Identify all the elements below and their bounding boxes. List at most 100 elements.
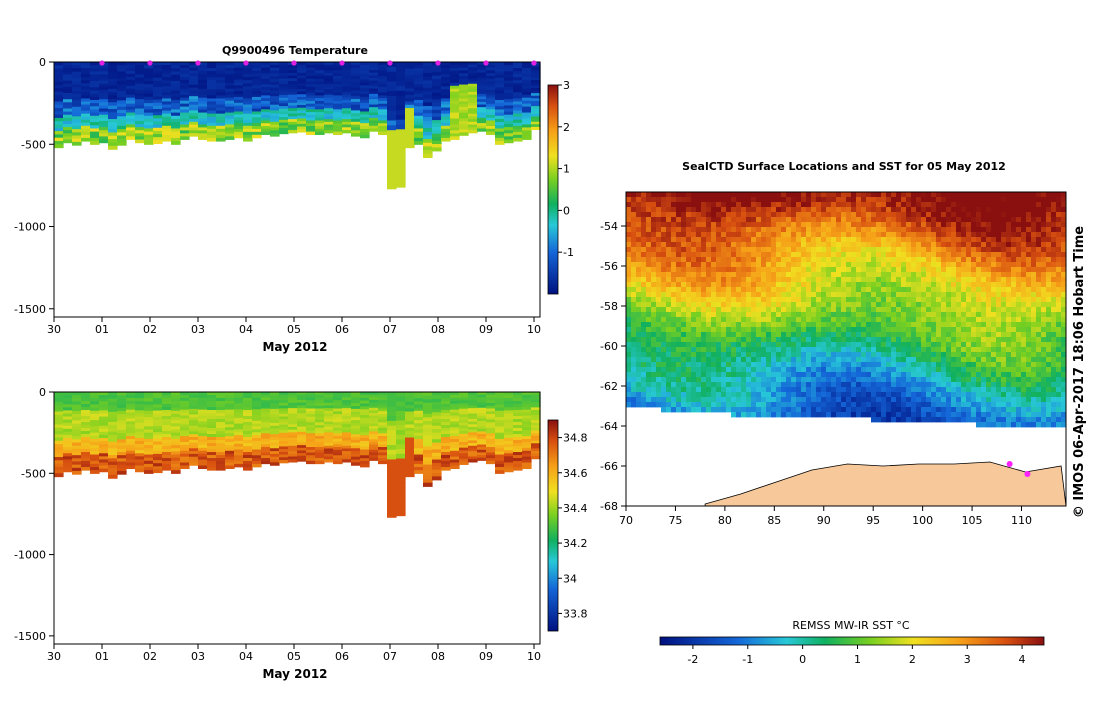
section-cell bbox=[387, 96, 397, 101]
section-cell bbox=[81, 467, 91, 471]
section-cell bbox=[432, 144, 442, 148]
section-cell bbox=[423, 150, 433, 154]
section-cell bbox=[243, 138, 253, 142]
colorbar-tick-label: 34.6 bbox=[563, 467, 588, 480]
section-cell bbox=[342, 130, 352, 133]
x-tick-label: 09 bbox=[479, 650, 493, 663]
section-cell bbox=[189, 133, 199, 136]
profile-marker bbox=[531, 60, 536, 65]
sst-colorbar-tick-label: 0 bbox=[799, 653, 806, 666]
section-cell bbox=[423, 77, 433, 81]
section-cell bbox=[486, 132, 496, 135]
salinity-x-label: May 2012 bbox=[262, 667, 327, 681]
section-cell bbox=[495, 470, 505, 474]
profile-marker bbox=[339, 60, 344, 65]
profile-marker bbox=[147, 60, 152, 65]
section-cell bbox=[396, 105, 406, 110]
section-cell bbox=[270, 462, 280, 465]
section-cell bbox=[387, 464, 397, 469]
section-cell bbox=[387, 474, 397, 479]
section-cell bbox=[270, 133, 280, 136]
section-cell bbox=[396, 120, 406, 125]
section-cell bbox=[423, 428, 433, 432]
section-cell bbox=[468, 459, 478, 462]
lat-tick-label: -60 bbox=[600, 340, 618, 353]
section-cell bbox=[396, 487, 406, 492]
section-cell bbox=[126, 465, 136, 469]
x-tick-label: 05 bbox=[287, 323, 301, 336]
section-cell bbox=[387, 174, 397, 179]
section-cell bbox=[423, 410, 433, 414]
section-cell bbox=[396, 96, 406, 101]
x-tick-label: 06 bbox=[335, 323, 349, 336]
section-cell bbox=[351, 462, 361, 465]
section-cell bbox=[468, 130, 478, 133]
section-cell bbox=[387, 179, 397, 184]
section-cell bbox=[387, 140, 397, 145]
section-cell bbox=[423, 102, 433, 106]
section-cell bbox=[396, 459, 406, 464]
section-cell bbox=[423, 91, 433, 95]
sst-colorbar-label: REMSS MW-IR SST °C bbox=[792, 619, 910, 632]
section-cell bbox=[396, 497, 406, 502]
section-cell bbox=[396, 168, 406, 173]
section-cell bbox=[432, 103, 442, 107]
section-cell bbox=[198, 465, 208, 469]
section-cell bbox=[423, 399, 433, 403]
section-cell bbox=[117, 142, 127, 146]
section-cell bbox=[261, 461, 271, 464]
section-cell bbox=[387, 111, 397, 116]
section-cell bbox=[207, 138, 217, 142]
x-tick-label: 10 bbox=[527, 323, 541, 336]
section-cell bbox=[216, 138, 226, 142]
section-cell bbox=[396, 454, 406, 459]
y-tick-label: 0 bbox=[39, 56, 46, 69]
section-cell bbox=[387, 406, 397, 411]
section-cell bbox=[396, 173, 406, 178]
section-cell bbox=[396, 163, 406, 168]
section-cell bbox=[387, 469, 397, 474]
section-cell bbox=[423, 396, 433, 400]
section-cell bbox=[387, 184, 397, 189]
section-cell bbox=[423, 69, 433, 73]
y-tick-label: -1500 bbox=[14, 303, 46, 316]
x-tick-label: 04 bbox=[239, 323, 253, 336]
lat-tick-label: -62 bbox=[600, 380, 618, 393]
section-cell bbox=[180, 136, 190, 140]
section-cell bbox=[369, 128, 379, 131]
section-cell bbox=[423, 135, 433, 139]
section-cell bbox=[297, 129, 307, 132]
section-cell bbox=[153, 140, 163, 144]
section-cell bbox=[396, 392, 406, 397]
section-cell bbox=[387, 503, 397, 508]
profile-marker bbox=[99, 60, 104, 65]
section-cell bbox=[387, 440, 397, 445]
sst-colorbar-tick-label: 1 bbox=[854, 653, 861, 666]
section-cell bbox=[72, 142, 82, 146]
section-cell bbox=[522, 136, 532, 140]
section-cell bbox=[387, 493, 397, 498]
section-cell bbox=[396, 149, 406, 154]
temperature-colorbar bbox=[548, 85, 558, 294]
section-cell bbox=[315, 461, 325, 464]
sealctd-location bbox=[1007, 461, 1013, 467]
section-cell bbox=[396, 478, 406, 483]
section-cell bbox=[333, 132, 343, 135]
section-cell bbox=[396, 501, 406, 506]
section-cell bbox=[432, 127, 442, 131]
section-cell bbox=[432, 69, 442, 73]
temperature-y-ticks: 0-500-1000-1500 bbox=[14, 56, 54, 316]
section-cell bbox=[423, 417, 433, 421]
section-cell bbox=[117, 471, 127, 475]
section-cell bbox=[387, 479, 397, 484]
section-cell bbox=[153, 469, 163, 473]
section-cell bbox=[459, 132, 469, 135]
y-tick-label: -1500 bbox=[14, 630, 46, 643]
section-cell bbox=[396, 416, 406, 421]
x-tick-label: 06 bbox=[335, 650, 349, 663]
section-cell bbox=[54, 473, 64, 477]
section-cell bbox=[387, 67, 397, 72]
